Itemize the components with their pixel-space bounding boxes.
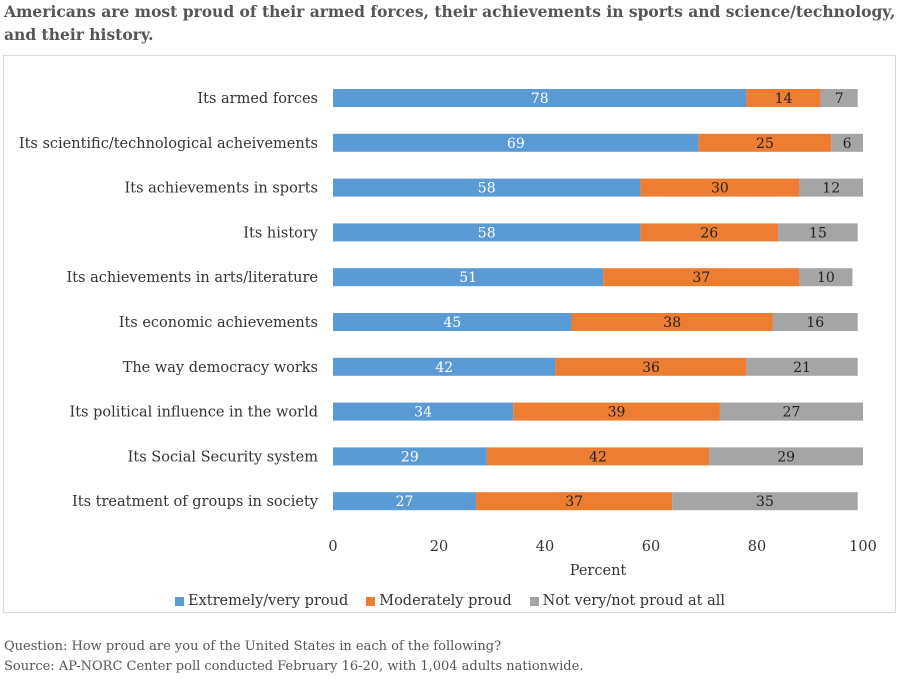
x-tick-label-40: 40 — [536, 539, 554, 555]
bar-moderately-its-achievements-in-sports — [640, 178, 800, 197]
bar-not-its-achievements-in-sports — [799, 178, 863, 197]
x-tick-label-20: 20 — [430, 539, 448, 555]
category-label-its-history: Its history — [243, 225, 319, 241]
category-label-its-social-security-system: Its Social Security system — [128, 449, 319, 465]
data-label-not-its-economic-achievements: 16 — [806, 315, 824, 331]
bar-not-its-achievements-in-arts-literature — [799, 268, 853, 287]
data-label-not-its-treatment-of-groups-in-society: 35 — [756, 494, 774, 510]
category-label-its-treatment-of-groups-in-society: Its treatment of groups in society — [72, 494, 319, 510]
data-label-extremely-the-way-democracy-works: 42 — [435, 360, 453, 376]
bar-extremely-its-history — [333, 223, 641, 242]
data-label-moderately-its-social-security-system: 42 — [589, 449, 607, 465]
category-labels: Its armed forces Its scientific/technolog… — [19, 91, 319, 510]
data-label-extremely-its-achievements-in-sports: 58 — [478, 181, 496, 197]
legend-item-not: Not very/not proud at all — [529, 591, 725, 611]
data-label-not-its-scientific-technological-acheivements: 6 — [843, 136, 852, 152]
x-tick-label-0: 0 — [328, 539, 337, 555]
source-note: Source: AP-NORC Center poll conducted Fe… — [4, 659, 584, 674]
bar-extremely-the-way-democracy-works — [333, 357, 556, 376]
bar-extremely-its-scientific-technological-acheivements — [333, 133, 699, 152]
bar-extremely-its-treatment-of-groups-in-society — [333, 492, 477, 511]
bar-not-its-social-security-system — [709, 447, 863, 466]
legend-label-extremely: Extremely/very proud — [188, 593, 349, 609]
x-tick-label-80: 80 — [748, 539, 766, 555]
category-label-its-political-influence-in-the-world: Its political influence in the world — [69, 405, 318, 421]
data-label-extremely-its-achievements-in-arts-literature: 51 — [459, 270, 477, 286]
bar-not-its-economic-achievements — [772, 313, 858, 331]
bar-moderately-its-political-influence-in-the-world — [513, 402, 720, 421]
x-axis: 0 20 40 60 80 100 Percent — [328, 539, 876, 579]
bar-moderately-its-social-security-system — [486, 447, 710, 466]
bar-not-the-way-democracy-works — [746, 357, 858, 376]
bar-extremely-its-armed-forces — [333, 89, 747, 107]
data-label-moderately-its-treatment-of-groups-in-society: 37 — [565, 494, 583, 510]
data-label-extremely-its-scientific-technological-acheivements: 69 — [507, 136, 525, 152]
x-tick-label-100: 100 — [849, 539, 877, 555]
legend-label-not: Not very/not proud at all — [542, 593, 725, 609]
data-label-not-its-armed-forces: 7 — [835, 91, 844, 107]
data-label-moderately-its-economic-achievements: 38 — [663, 315, 681, 331]
bar-moderately-its-history — [640, 223, 779, 242]
bar-moderately-the-way-democracy-works — [555, 357, 747, 376]
legend-swatch-extremely — [175, 596, 185, 606]
data-label-not-the-way-democracy-works: 21 — [793, 360, 811, 376]
legend-label-moderately: Moderately proud — [379, 593, 512, 609]
data-label-moderately-its-armed-forces: 14 — [775, 91, 793, 107]
bar-moderately-its-economic-achievements — [571, 313, 773, 331]
data-label-not-its-political-influence-in-the-world: 27 — [783, 405, 801, 421]
bar-moderately-its-scientific-technological-acheivements — [698, 133, 832, 152]
bar-not-its-scientific-technological-acheivements — [831, 133, 863, 152]
data-label-not-its-history: 15 — [809, 225, 827, 241]
legend-swatch-not — [529, 596, 539, 606]
chart-title: Americans are most proud of their armed … — [4, 2, 896, 44]
bars-group: 78 14 7 69 25 6 58 30 12 58 26 15 51 37 10 45 38 16 42 36 21… — [333, 89, 863, 511]
category-label-its-achievements-in-sports: Its achievements in sports — [125, 181, 318, 197]
footer: Question: How proud are you of the Unite… — [4, 637, 896, 677]
data-label-not-its-achievements-in-arts-literature: 10 — [817, 270, 835, 286]
data-label-moderately-the-way-democracy-works: 36 — [642, 360, 660, 376]
category-label-its-economic-achievements: Its economic achievements — [119, 315, 318, 331]
data-label-extremely-its-economic-achievements: 45 — [443, 315, 461, 331]
bar-extremely-its-social-security-system — [333, 447, 487, 466]
bar-extremely-its-economic-achievements — [333, 313, 572, 331]
bar-moderately-its-armed-forces — [746, 89, 821, 107]
bar-extremely-its-political-influence-in-the-world — [333, 402, 514, 421]
bar-moderately-its-achievements-in-arts-literature — [603, 268, 800, 287]
x-axis-title: Percent — [570, 563, 627, 579]
category-label-the-way-democracy-works: The way democracy works — [123, 360, 318, 376]
x-tick-label-60: 60 — [642, 539, 660, 555]
bar-not-its-history — [778, 223, 858, 242]
legend: Extremely/very proud Moderately proud No… — [0, 591, 900, 611]
data-label-moderately-its-scientific-technological-acheivements: 25 — [756, 136, 774, 152]
bar-not-its-treatment-of-groups-in-society — [672, 492, 858, 511]
category-label-its-achievements-in-arts-literature: Its achievements in arts/literature — [67, 270, 319, 286]
data-label-not-its-achievements-in-sports: 12 — [822, 181, 840, 197]
data-label-extremely-its-social-security-system: 29 — [401, 449, 419, 465]
legend-item-moderately: Moderately proud — [366, 591, 512, 611]
bar-not-its-armed-forces — [820, 89, 858, 107]
question-note: Question: How proud are you of the Unite… — [4, 639, 502, 654]
data-label-moderately-its-achievements-in-arts-literature: 37 — [692, 270, 710, 286]
data-label-moderately-its-history: 26 — [700, 225, 718, 241]
data-label-extremely-its-political-influence-in-the-world: 34 — [414, 405, 432, 421]
data-label-moderately-its-achievements-in-sports: 30 — [711, 181, 729, 197]
legend-item-extremely: Extremely/very proud — [175, 591, 348, 611]
legend-swatch-moderately — [366, 596, 376, 606]
category-label-its-scientific-technological-acheivements: Its scientific/technological acheivement… — [19, 136, 318, 152]
bar-extremely-its-achievements-in-arts-literature — [333, 268, 604, 287]
data-label-extremely-its-armed-forces: 78 — [531, 91, 549, 107]
bar-not-its-political-influence-in-the-world — [719, 402, 863, 421]
data-label-moderately-its-political-influence-in-the-world: 39 — [608, 405, 626, 421]
data-label-extremely-its-treatment-of-groups-in-society: 27 — [396, 494, 414, 510]
bar-extremely-its-achievements-in-sports — [333, 178, 641, 197]
bar-moderately-its-treatment-of-groups-in-society — [476, 492, 673, 511]
data-label-extremely-its-history: 58 — [478, 225, 496, 241]
category-label-its-armed-forces: Its armed forces — [197, 91, 318, 107]
data-label-not-its-social-security-system: 29 — [777, 449, 795, 465]
